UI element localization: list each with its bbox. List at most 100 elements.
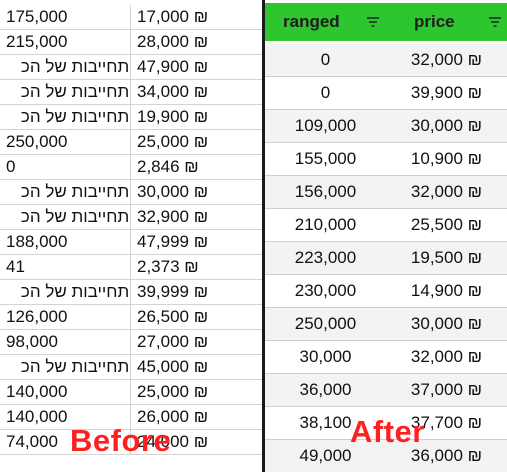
cell-ranged[interactable]: 0 bbox=[0, 155, 131, 179]
cell-ranged[interactable]: 250,000 bbox=[0, 130, 131, 154]
cell-price[interactable]: 36,000 ₪ bbox=[410, 446, 483, 465]
cell-price[interactable]: 47,999 ₪ bbox=[137, 232, 209, 251]
cell-price[interactable]: 25,000 ₪ bbox=[137, 382, 209, 401]
cell-ranged[interactable]: 30,000 bbox=[299, 347, 352, 366]
cell-ranged-text: התחייבות של הכ bbox=[20, 282, 131, 301]
table-row: 140,000 26,000 ₪ bbox=[0, 405, 262, 430]
table-row: התחייבות של הכ 34,000 ₪ bbox=[0, 80, 262, 105]
table-row: 223,000 19,500 ₪ bbox=[265, 242, 507, 275]
cell-ranged[interactable]: 140,000 bbox=[0, 405, 131, 429]
cell-price[interactable]: 37,700 ₪ bbox=[410, 413, 483, 432]
cell-price[interactable]: 2,846 ₪ bbox=[137, 157, 199, 176]
after-label: After bbox=[350, 414, 425, 449]
table-row: 250,000 25,000 ₪ bbox=[0, 130, 262, 155]
cell-ranged[interactable]: התחייבות של הכ bbox=[0, 355, 131, 379]
cell-ranged[interactable]: התחייבות של הכ bbox=[0, 280, 131, 304]
cell-ranged[interactable]: 156,000 bbox=[294, 182, 357, 201]
cell-price[interactable]: 32,000 ₪ bbox=[410, 182, 483, 201]
cell-price[interactable]: 14,900 ₪ bbox=[410, 281, 483, 300]
cell-ranged[interactable]: 41 bbox=[0, 255, 131, 279]
cell-ranged[interactable]: 98,000 bbox=[0, 330, 131, 354]
cell-price[interactable]: 39,900 ₪ bbox=[410, 83, 483, 102]
cell-price[interactable]: 24,000 ₪ bbox=[137, 432, 209, 451]
cell-price[interactable]: 30,000 ₪ bbox=[137, 182, 209, 201]
divider bbox=[262, 0, 265, 472]
cell-ranged-text: 0 bbox=[6, 157, 16, 176]
table-row: 0 32,000 ₪ bbox=[265, 44, 507, 77]
cell-price[interactable]: 10,900 ₪ bbox=[410, 149, 483, 168]
cell-price[interactable]: 30,000 ₪ bbox=[410, 314, 483, 333]
cell-ranged[interactable]: 109,000 bbox=[294, 116, 357, 135]
cell-price[interactable]: 34,000 ₪ bbox=[137, 82, 209, 101]
cell-price[interactable]: 32,000 ₪ bbox=[410, 50, 483, 69]
table-row: 74,000 24,000 ₪ bbox=[0, 430, 262, 455]
cell-ranged-text: 41 bbox=[6, 257, 25, 276]
cell-price[interactable]: 19,500 ₪ bbox=[410, 248, 483, 267]
before-sheet: 175,000 17,000 ₪ 215,000 28,000 ₪ התחייבות ש… bbox=[0, 5, 262, 455]
cell-ranged-text: 74,000 bbox=[6, 432, 58, 451]
cell-ranged[interactable]: 215,000 bbox=[0, 30, 131, 54]
cell-price[interactable]: 47,900 ₪ bbox=[137, 57, 209, 76]
filter-icon[interactable] bbox=[367, 16, 379, 28]
table-row: 0 2,846 ₪ bbox=[0, 155, 262, 180]
cell-ranged[interactable]: 38,100 bbox=[299, 413, 352, 432]
cell-ranged[interactable]: 155,000 bbox=[294, 149, 357, 168]
cell-ranged[interactable]: 188,000 bbox=[0, 230, 131, 254]
cell-price[interactable]: 19,900 ₪ bbox=[137, 107, 209, 126]
before-label: Before bbox=[70, 423, 172, 458]
cell-ranged[interactable]: 126,000 bbox=[0, 305, 131, 329]
cell-price[interactable]: 45,000 ₪ bbox=[137, 357, 209, 376]
table-row: התחייבות של הכ 45,000 ₪ bbox=[0, 355, 262, 380]
cell-ranged[interactable]: 36,000 bbox=[299, 380, 352, 399]
table-row: התחייבות של הכ 19,900 ₪ bbox=[0, 105, 262, 130]
cell-price[interactable]: 26,000 ₪ bbox=[137, 407, 209, 426]
table-row: התחייבות של הכ 32,900 ₪ bbox=[0, 205, 262, 230]
table-row: 98,000 27,000 ₪ bbox=[0, 330, 262, 355]
cell-ranged[interactable]: 175,000 bbox=[0, 5, 131, 29]
cell-ranged-text: התחייבות של הכ bbox=[20, 107, 131, 126]
column-header-price[interactable]: price bbox=[414, 12, 455, 31]
table-row: 0 39,900 ₪ bbox=[265, 77, 507, 110]
cell-ranged[interactable]: התחייבות של הכ bbox=[0, 80, 131, 104]
table-row: 156,000 32,000 ₪ bbox=[265, 176, 507, 209]
cell-ranged-text: 175,000 bbox=[6, 7, 68, 26]
cell-ranged-text: 126,000 bbox=[6, 307, 68, 326]
cell-ranged[interactable]: 250,000 bbox=[294, 314, 357, 333]
cell-ranged[interactable]: 210,000 bbox=[294, 215, 357, 234]
cell-ranged[interactable]: 0 bbox=[320, 50, 331, 69]
cell-ranged[interactable]: 0 bbox=[320, 83, 331, 102]
cell-ranged[interactable]: התחייבות של הכ bbox=[0, 55, 131, 79]
table-row: 109,000 30,000 ₪ bbox=[265, 110, 507, 143]
cell-price[interactable]: 32,900 ₪ bbox=[137, 207, 209, 226]
cell-ranged[interactable]: 49,000 bbox=[299, 446, 352, 465]
table-row: 155,000 10,900 ₪ bbox=[265, 143, 507, 176]
cell-price[interactable]: 27,000 ₪ bbox=[137, 332, 209, 351]
cell-ranged-text: התחייבות של הכ bbox=[20, 207, 131, 226]
filter-icon[interactable] bbox=[489, 16, 501, 28]
cell-ranged-text: 140,000 bbox=[6, 407, 68, 426]
cell-price[interactable]: 25,500 ₪ bbox=[410, 215, 483, 234]
cell-ranged[interactable]: התחייבות של הכ bbox=[0, 180, 131, 204]
cell-ranged[interactable]: 74,000 bbox=[0, 430, 131, 454]
cell-price[interactable]: 28,000 ₪ bbox=[137, 32, 209, 51]
table-row: 175,000 17,000 ₪ bbox=[0, 5, 262, 30]
column-header-ranged[interactable]: ranged bbox=[283, 12, 340, 31]
table-row: התחייבות של הכ 47,900 ₪ bbox=[0, 55, 262, 80]
cell-price[interactable]: 17,000 ₪ bbox=[137, 7, 209, 26]
table-row: התחייבות של הכ 39,999 ₪ bbox=[0, 280, 262, 305]
cell-price[interactable]: 37,000 ₪ bbox=[410, 380, 483, 399]
cell-price[interactable]: 2,373 ₪ bbox=[137, 257, 199, 276]
cell-ranged[interactable]: 230,000 bbox=[294, 281, 357, 300]
table-row: 36,000 37,000 ₪ bbox=[265, 374, 507, 407]
cell-price[interactable]: 32,000 ₪ bbox=[410, 347, 483, 366]
cell-price[interactable]: 39,999 ₪ bbox=[137, 282, 209, 301]
cell-price[interactable]: 30,000 ₪ bbox=[410, 116, 483, 135]
cell-ranged[interactable]: התחייבות של הכ bbox=[0, 205, 131, 229]
table-row: 188,000 47,999 ₪ bbox=[0, 230, 262, 255]
cell-ranged[interactable]: 223,000 bbox=[294, 248, 357, 267]
after-sheet: ranged price 0 32,000 ₪ 0 39,900 ₪ 109,000 30… bbox=[265, 0, 507, 472]
cell-price[interactable]: 26,500 ₪ bbox=[137, 307, 209, 326]
cell-ranged[interactable]: 140,000 bbox=[0, 380, 131, 404]
cell-ranged[interactable]: התחייבות של הכ bbox=[0, 105, 131, 129]
cell-price[interactable]: 25,000 ₪ bbox=[137, 132, 209, 151]
